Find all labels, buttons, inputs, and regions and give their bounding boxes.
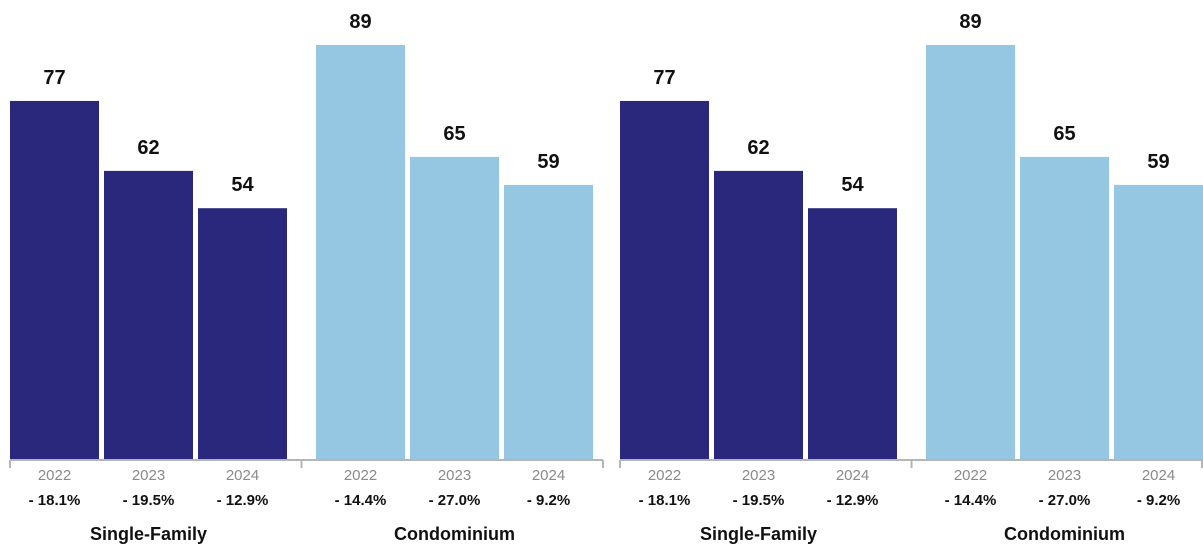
- year-tick-label: 2023: [742, 467, 775, 484]
- year-tick-label: 2023: [438, 467, 471, 484]
- year-tick-label: 2022: [38, 467, 71, 484]
- group-label: Condominium: [394, 524, 515, 544]
- bar-value-label: 89: [349, 11, 371, 33]
- change-percent-label: - 27.0%: [429, 492, 481, 509]
- bar-condominium-2024: [1114, 184, 1203, 460]
- year-tick-label: 2023: [132, 467, 165, 484]
- bar-value-label: 54: [841, 174, 864, 196]
- group-label: Single-Family: [700, 524, 817, 544]
- change-percent-label: - 14.4%: [335, 492, 387, 509]
- bar-condominium-2023: [1020, 156, 1109, 461]
- bar-condominium-2022: [926, 45, 1015, 460]
- change-percent-label: - 27.0%: [1039, 492, 1091, 509]
- group-label: Condominium: [1004, 524, 1125, 544]
- bar-condominium-2023: [410, 156, 499, 461]
- year-tick-label: 2022: [648, 467, 681, 484]
- change-percent-label: - 9.2%: [527, 492, 570, 509]
- year-tick-label: 2024: [836, 467, 869, 484]
- bar-single-family-2024: [198, 208, 287, 460]
- bar-single-family-2022: [620, 100, 709, 461]
- bar-value-label: 59: [1147, 151, 1169, 173]
- year-tick-label: 2022: [344, 467, 377, 484]
- bar-value-label: 65: [1053, 123, 1075, 145]
- year-tick-label: 2024: [532, 467, 565, 484]
- bar-value-label: 65: [443, 123, 465, 145]
- bar-value-label: 62: [137, 137, 159, 159]
- chart-panel-2: 77 2022 - 18.1% 62 2023 - 19.5% 54 2024 - 12.9% S…: [619, 11, 1203, 544]
- bar-condominium-2024: [504, 184, 593, 460]
- bar-single-family-2022: [10, 100, 99, 461]
- chart-panel-1: 77 2022 - 18.1% 62 2023 - 19.5% 54 2024 - 12.9% S…: [9, 11, 604, 544]
- bar-value-label: 77: [653, 67, 675, 89]
- change-percent-label: - 12.9%: [217, 492, 269, 509]
- change-percent-label: - 19.5%: [733, 492, 785, 509]
- bar-value-label: 77: [43, 67, 65, 89]
- bar-value-label: 62: [747, 137, 769, 159]
- bar-value-label: 54: [231, 174, 254, 196]
- bar-value-label: 89: [959, 11, 981, 33]
- year-tick-label: 2023: [1048, 467, 1081, 484]
- group-label: Single-Family: [90, 524, 207, 544]
- bar-value-label: 59: [537, 151, 559, 173]
- year-tick-label: 2022: [954, 467, 987, 484]
- change-percent-label: - 14.4%: [945, 492, 997, 509]
- bar-single-family-2024: [808, 208, 897, 460]
- change-percent-label: - 12.9%: [827, 492, 879, 509]
- change-percent-label: - 18.1%: [29, 492, 81, 509]
- change-percent-label: - 18.1%: [639, 492, 691, 509]
- year-tick-label: 2024: [226, 467, 259, 484]
- change-percent-label: - 9.2%: [1137, 492, 1180, 509]
- bar-single-family-2023: [714, 170, 803, 461]
- bar-single-family-2023: [104, 170, 193, 461]
- year-tick-label: 2024: [1142, 467, 1175, 484]
- change-percent-label: - 19.5%: [123, 492, 175, 509]
- bar-condominium-2022: [316, 45, 405, 460]
